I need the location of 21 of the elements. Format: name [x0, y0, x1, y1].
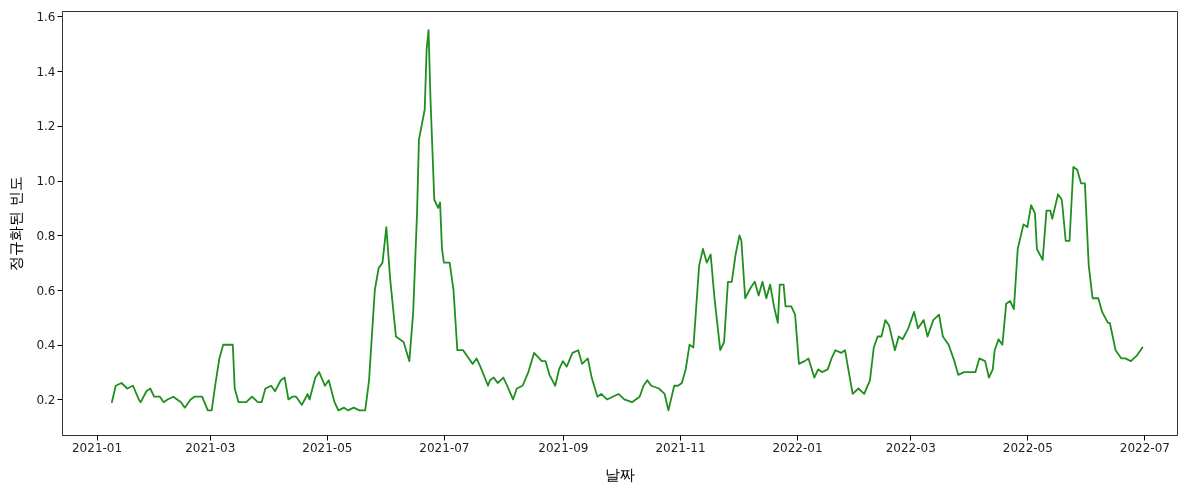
x-tick-label: 2021-05 — [302, 440, 353, 455]
x-tick-label: 2022-01 — [772, 440, 823, 455]
x-tick-label: 2021-03 — [185, 440, 236, 455]
y-tick-label: 1.2 — [36, 119, 56, 134]
x-tick-label: 2021-09 — [538, 440, 589, 455]
x-tick-label: 2021-01 — [71, 440, 123, 455]
y-tick-label: 0.2 — [36, 392, 56, 407]
y-tick-label: 1.4 — [36, 64, 56, 79]
y-tick-label: 0.4 — [36, 338, 56, 353]
x-tick-label: 2022-03 — [885, 440, 936, 455]
y-tick-label: 1.0 — [36, 174, 56, 189]
y-tick-label: 1.6 — [36, 9, 56, 24]
x-tick-label: 2021-07 — [419, 440, 470, 455]
line-series — [111, 29, 1144, 412]
y-tick-label: 0.6 — [36, 283, 56, 298]
y-tick-label: 0.8 — [36, 228, 56, 243]
x-tick-label: 2021-11 — [655, 440, 706, 455]
y-axis-title: 정규화된 빈도 — [7, 176, 26, 271]
x-axis-title: 날짜 — [605, 465, 635, 484]
x-tick-label: 2022-07 — [1119, 440, 1170, 455]
x-tick-label: 2022-05 — [1002, 440, 1053, 455]
